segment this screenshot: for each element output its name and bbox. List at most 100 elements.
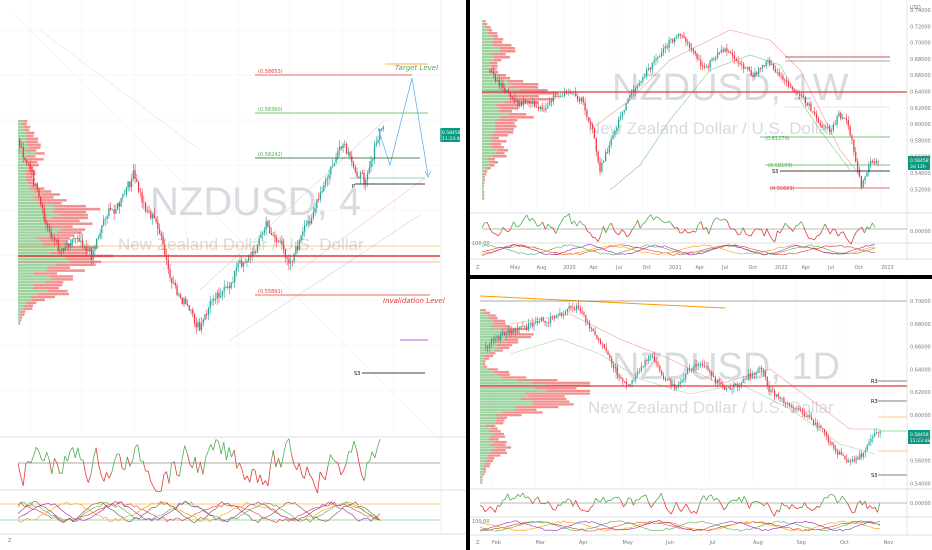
oscillator-line — [600, 496, 604, 503]
symbol-watermark: NZDUSD, 1W — [612, 67, 849, 109]
chart-4h-canvas[interactable]: NZDUSD, 4 New Zealand Dollar / U.S. Doll… — [0, 0, 466, 550]
chart-4h-candle — [52, 233, 54, 242]
chart-panel-4h[interactable]: NZDUSD, 4 New Zealand Dollar / U.S. Doll… — [0, 0, 466, 550]
volume-profile-bar — [46, 269, 85, 272]
chart-1d-candle — [664, 376, 667, 383]
chart-1d-candle — [524, 325, 526, 330]
chart-4h-candle — [293, 253, 295, 265]
volume-profile-bar — [18, 128, 25, 132]
oscillator-line — [487, 506, 491, 510]
volume-profile-bar — [26, 175, 33, 179]
last-price-time: 11:23:48 — [910, 438, 930, 444]
volume-profile-bar — [18, 210, 53, 214]
oscillator-line — [61, 455, 66, 474]
oscillator-line — [703, 227, 707, 230]
oscillator-line — [729, 227, 733, 230]
oscillator-line — [539, 221, 543, 226]
volume-profile-bar — [509, 113, 527, 116]
chart-1w-candle — [681, 33, 683, 39]
oscillator-line — [728, 500, 732, 503]
chart-1d-candle — [725, 387, 728, 392]
oscillator-line — [337, 463, 342, 476]
chart-4h-candle — [359, 170, 362, 185]
chart-4h-candle — [342, 142, 344, 153]
chart-1w-candle — [834, 119, 836, 126]
volume-profile-bar — [51, 216, 89, 220]
volume-profile-bar — [18, 204, 55, 208]
oscillator-line — [768, 506, 773, 513]
oscillator-line — [629, 229, 633, 235]
chart-1d-candle — [531, 317, 533, 329]
volume-profile-bar — [19, 319, 22, 322]
chart-4h-candle — [143, 195, 145, 210]
oscillator-line — [106, 472, 110, 479]
chart-1w-candle — [772, 63, 775, 72]
volume-profile-bar — [482, 29, 489, 32]
x-axis-tick: Jun — [665, 540, 674, 546]
oscillator-line — [335, 461, 339, 464]
chart-1d-candle — [872, 433, 874, 444]
volume-profile-bar — [40, 193, 61, 196]
chart-4h-candle — [40, 196, 42, 208]
chart-1d-candle — [866, 443, 868, 452]
oscillator-line — [734, 229, 739, 236]
oscillator-line — [753, 228, 757, 232]
chart-1w-candle — [662, 44, 665, 57]
chart-4h-candle — [347, 147, 349, 158]
volume-profile-bar — [18, 196, 33, 199]
chart-1d-candle — [598, 336, 600, 344]
chart-4h-candle — [351, 151, 353, 167]
oscillator-line — [521, 218, 525, 224]
chart-1w-candle — [491, 67, 493, 73]
volume-profile-bar — [18, 257, 66, 261]
volume-profile-bar — [520, 397, 567, 401]
volume-profile-bar — [490, 443, 506, 446]
chart-4h-candle — [288, 254, 290, 271]
volume-profile-bar — [533, 403, 574, 406]
volume-profile-bar — [480, 338, 505, 341]
chart-1d-candle — [816, 419, 818, 432]
volume-profile-bar — [18, 281, 46, 284]
oscillator-line — [332, 459, 336, 463]
chart-1d-candle — [583, 310, 585, 318]
oscillator-line — [837, 232, 842, 237]
axis-currency-label: USD — [910, 5, 921, 11]
volume-profile-bar — [507, 80, 524, 83]
volume-profile-bar — [524, 392, 590, 395]
chart-4h-candle — [326, 175, 328, 187]
volume-profile-bar — [487, 454, 501, 457]
oscillator-line — [486, 222, 491, 229]
oscillator-line — [301, 474, 305, 479]
chart-1w-candle — [653, 55, 655, 66]
last-price-value: 0.58458 — [910, 158, 929, 164]
moving-average — [609, 54, 851, 191]
chart-1w-canvas[interactable]: NZDUSD, 1W New Zealand Dollar / U.S. Dol… — [470, 0, 932, 275]
chart-1d-candle — [790, 404, 792, 408]
oscillator-line — [634, 220, 638, 226]
oscillator-line — [30, 455, 35, 464]
oscillator-line — [795, 224, 799, 227]
volume-profile-bar — [483, 176, 485, 179]
volume-profile-bar — [482, 50, 500, 53]
chart-panel-1w[interactable]: NZDUSD, 1W New Zealand Dollar / U.S. Dol… — [470, 0, 932, 275]
chart-1d-candle — [555, 313, 557, 319]
oscillator-line — [523, 214, 528, 219]
chart-4h-candle — [312, 206, 314, 221]
volume-profile-bar — [482, 179, 484, 182]
oscillator-line — [573, 220, 578, 227]
chart-4h-candle — [157, 215, 159, 236]
oscillator-line — [782, 222, 786, 229]
oscillator-line — [803, 226, 807, 234]
volume-profile-bar — [482, 125, 496, 128]
chart-1w-candle — [743, 61, 745, 74]
stochastic-line — [17, 500, 381, 523]
chart-1d-canvas[interactable]: NZDUSD, 1D New Zealand Dollar / U.S. Dol… — [470, 279, 932, 550]
chart-4h-candle — [111, 208, 114, 211]
oscillator-line — [637, 220, 641, 229]
oscillator-line — [692, 230, 696, 233]
chart-panel-1d[interactable]: NZDUSD, 1D New Zealand Dollar / U.S. Dol… — [470, 279, 932, 550]
chart-1d-candle — [662, 372, 665, 381]
volume-profile-bar — [480, 319, 494, 323]
volume-profile-bar — [532, 400, 570, 403]
chart-1d-candle — [503, 331, 505, 337]
